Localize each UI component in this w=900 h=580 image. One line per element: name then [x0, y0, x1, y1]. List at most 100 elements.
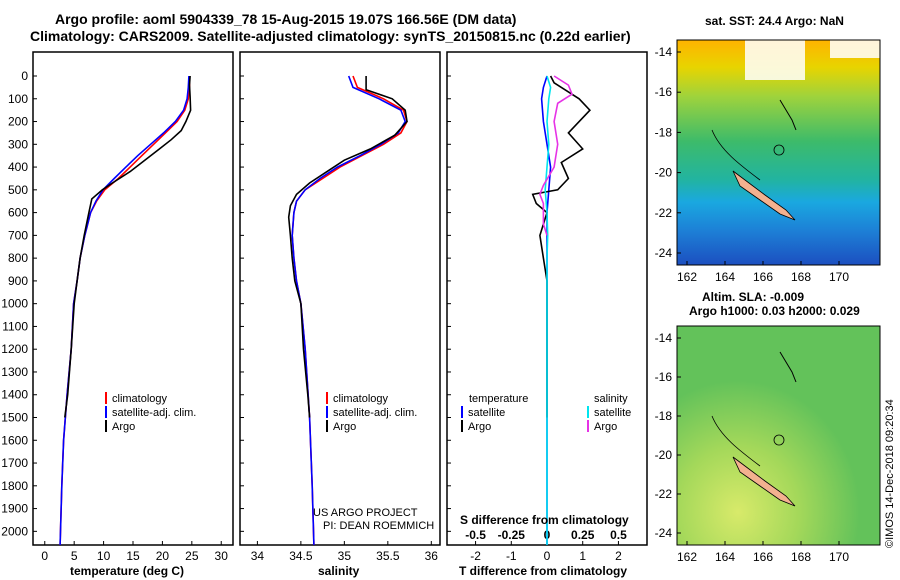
series-argo [64, 75, 192, 418]
sst-missing-patch-2 [830, 40, 880, 58]
temperature-xtick-label: 15 [126, 549, 140, 563]
latitude-tick-label: -22 [655, 206, 673, 220]
legend-label-t-satellite: satellite [468, 407, 505, 419]
sla-frame [676, 325, 881, 546]
sla-map-title-1: Altim. SLA: -0.009 [702, 290, 804, 304]
temperature-xtick-label: 0 [41, 549, 48, 563]
series-climatology [291, 75, 408, 546]
s-diff-tick-label: -0.5 [465, 528, 486, 542]
temperature-panel: 0100200300400500600700800900100011001200… [1, 51, 451, 578]
difference-xtick-label: 0 [544, 549, 551, 563]
pi-credit: PI: DEAN ROEMMICH [323, 520, 434, 532]
salinity-xtick-label: 35 [338, 549, 352, 563]
depth-tick-label: 500 [8, 183, 28, 197]
series-t-argo [531, 75, 592, 418]
project-credit: US ARGO PROJECT [313, 507, 418, 519]
depth-tick-label: 200 [8, 115, 28, 129]
title-line-1: Argo profile: aoml 5904339_78 15-Aug-201… [55, 11, 516, 27]
s-diff-label: S difference from climatology [460, 513, 629, 527]
legend-header-temperature: temperature [469, 393, 528, 405]
legend-label-climatology: climatology [112, 393, 168, 405]
legend-label-argo: Argo [112, 421, 135, 433]
depth-tick-label: 2000 [1, 524, 28, 538]
latitude-tick-label: -14 [655, 45, 673, 59]
reef-contour [711, 415, 761, 467]
longitude-tick-label: 168 [791, 550, 811, 564]
latitude-tick-label: -24 [655, 526, 673, 540]
longitude-tick-label: 170 [829, 270, 849, 284]
depth-tick-label: 1200 [1, 342, 28, 356]
salinity-frame [239, 51, 441, 546]
difference-panel: -2 -1 0 1 2-0.5 -0.25 0 0.25 0.5 S difference fr… [446, 51, 648, 578]
salinity-xtick-label: 34.5 [289, 549, 313, 563]
series-s-argo [539, 75, 573, 236]
argo-location-marker [773, 434, 785, 446]
legend-label-argo: Argo [333, 421, 356, 433]
depth-tick-label: 1600 [1, 433, 28, 447]
legend-label-satellite: satellite-adj. clim. [112, 407, 196, 419]
reef-contour [711, 129, 761, 181]
depth-tick-label: 100 [8, 92, 28, 106]
difference-xtick-label: 1 [579, 549, 586, 563]
depth-tick-label: 1300 [1, 365, 28, 379]
series-s-satellite [544, 75, 552, 545]
series-satellite-adj-clim- [59, 75, 190, 546]
difference-xtick-label: -2 [470, 549, 481, 563]
series-satellite-adj-clim- [291, 75, 407, 546]
depth-tick-label: 600 [8, 206, 28, 220]
sla-map-panel: Altim. SLA: -0.009 Argo h1000: 0.03 h200… [655, 290, 881, 564]
latitude-tick-label: -16 [655, 85, 673, 99]
latitude-tick-label: -18 [655, 409, 673, 423]
longitude-tick-label: 168 [791, 270, 811, 284]
salinity-xtick-label: 35.5 [376, 549, 400, 563]
temperature-xtick-label: 25 [185, 549, 199, 563]
depth-tick-label: 1400 [1, 388, 28, 402]
sla-field [677, 326, 880, 545]
depth-tick-label: 300 [8, 137, 28, 151]
imos-timestamp: ©IMOS 14-Dec-2018 09:20:34 [884, 399, 896, 548]
temperature-xtick-label: 20 [156, 549, 170, 563]
latitude-tick-label: -18 [655, 125, 673, 139]
depth-tick-label: 0 [21, 69, 28, 83]
latitude-tick-label: -16 [655, 370, 673, 384]
temperature-xtick-label: 5 [71, 549, 78, 563]
sla-map-title-2: Argo h1000: 0.03 h2000: 0.029 [689, 304, 860, 318]
salinity-panel: 34 34.5 35 35.5 36 salinity climatology sate… [239, 51, 441, 578]
salinity-xtick-label: 36 [425, 549, 439, 563]
sst-frame [676, 39, 881, 266]
salinity-xlabel: salinity [318, 564, 360, 578]
depth-tick-label: 1800 [1, 479, 28, 493]
temperature-xlabel: temperature (deg C) [70, 564, 184, 578]
depth-tick-label: 1500 [1, 411, 28, 425]
depth-tick-label: 700 [8, 228, 28, 242]
longitude-tick-label: 164 [715, 550, 735, 564]
depth-tick-label: 400 [8, 160, 28, 174]
difference-legend: temperature satellite Argo salinity sate… [461, 393, 631, 433]
new-caledonia-island [732, 456, 796, 507]
legend-label-s-satellite: satellite [594, 407, 631, 419]
longitude-tick-label: 166 [753, 270, 773, 284]
legend-header-salinity: salinity [594, 393, 628, 405]
title-line-2: Climatology: CARS2009. Satellite-adjuste… [30, 28, 631, 44]
temperature-xtick-label: 10 [97, 549, 111, 563]
difference-xtick-label: 2 [615, 549, 622, 563]
argo-location-marker [773, 144, 785, 156]
longitude-tick-label: 162 [677, 550, 697, 564]
s-diff-tick-label: 0.25 [571, 528, 595, 542]
new-caledonia-island [732, 170, 796, 221]
latitude-tick-label: -20 [655, 166, 673, 180]
s-diff-tick-label: -0.25 [498, 528, 526, 542]
longitude-tick-label: 166 [753, 550, 773, 564]
vanuatu-islands [779, 351, 797, 383]
depth-tick-label: 1100 [2, 319, 28, 333]
salinity-legend: climatology satellite-adj. clim. Argo [326, 392, 417, 433]
latitude-tick-label: -14 [655, 331, 673, 345]
t-diff-label: T difference from climatology [459, 564, 627, 578]
depth-tick-label: 1900 [1, 502, 28, 516]
difference-xtick-label: -1 [506, 549, 517, 563]
legend-label-satellite: satellite-adj. clim. [333, 407, 417, 419]
temperature-xtick-label: 30 [215, 549, 229, 563]
legend-label-climatology: climatology [333, 393, 389, 405]
legend-label-s-argo: Argo [594, 421, 617, 433]
